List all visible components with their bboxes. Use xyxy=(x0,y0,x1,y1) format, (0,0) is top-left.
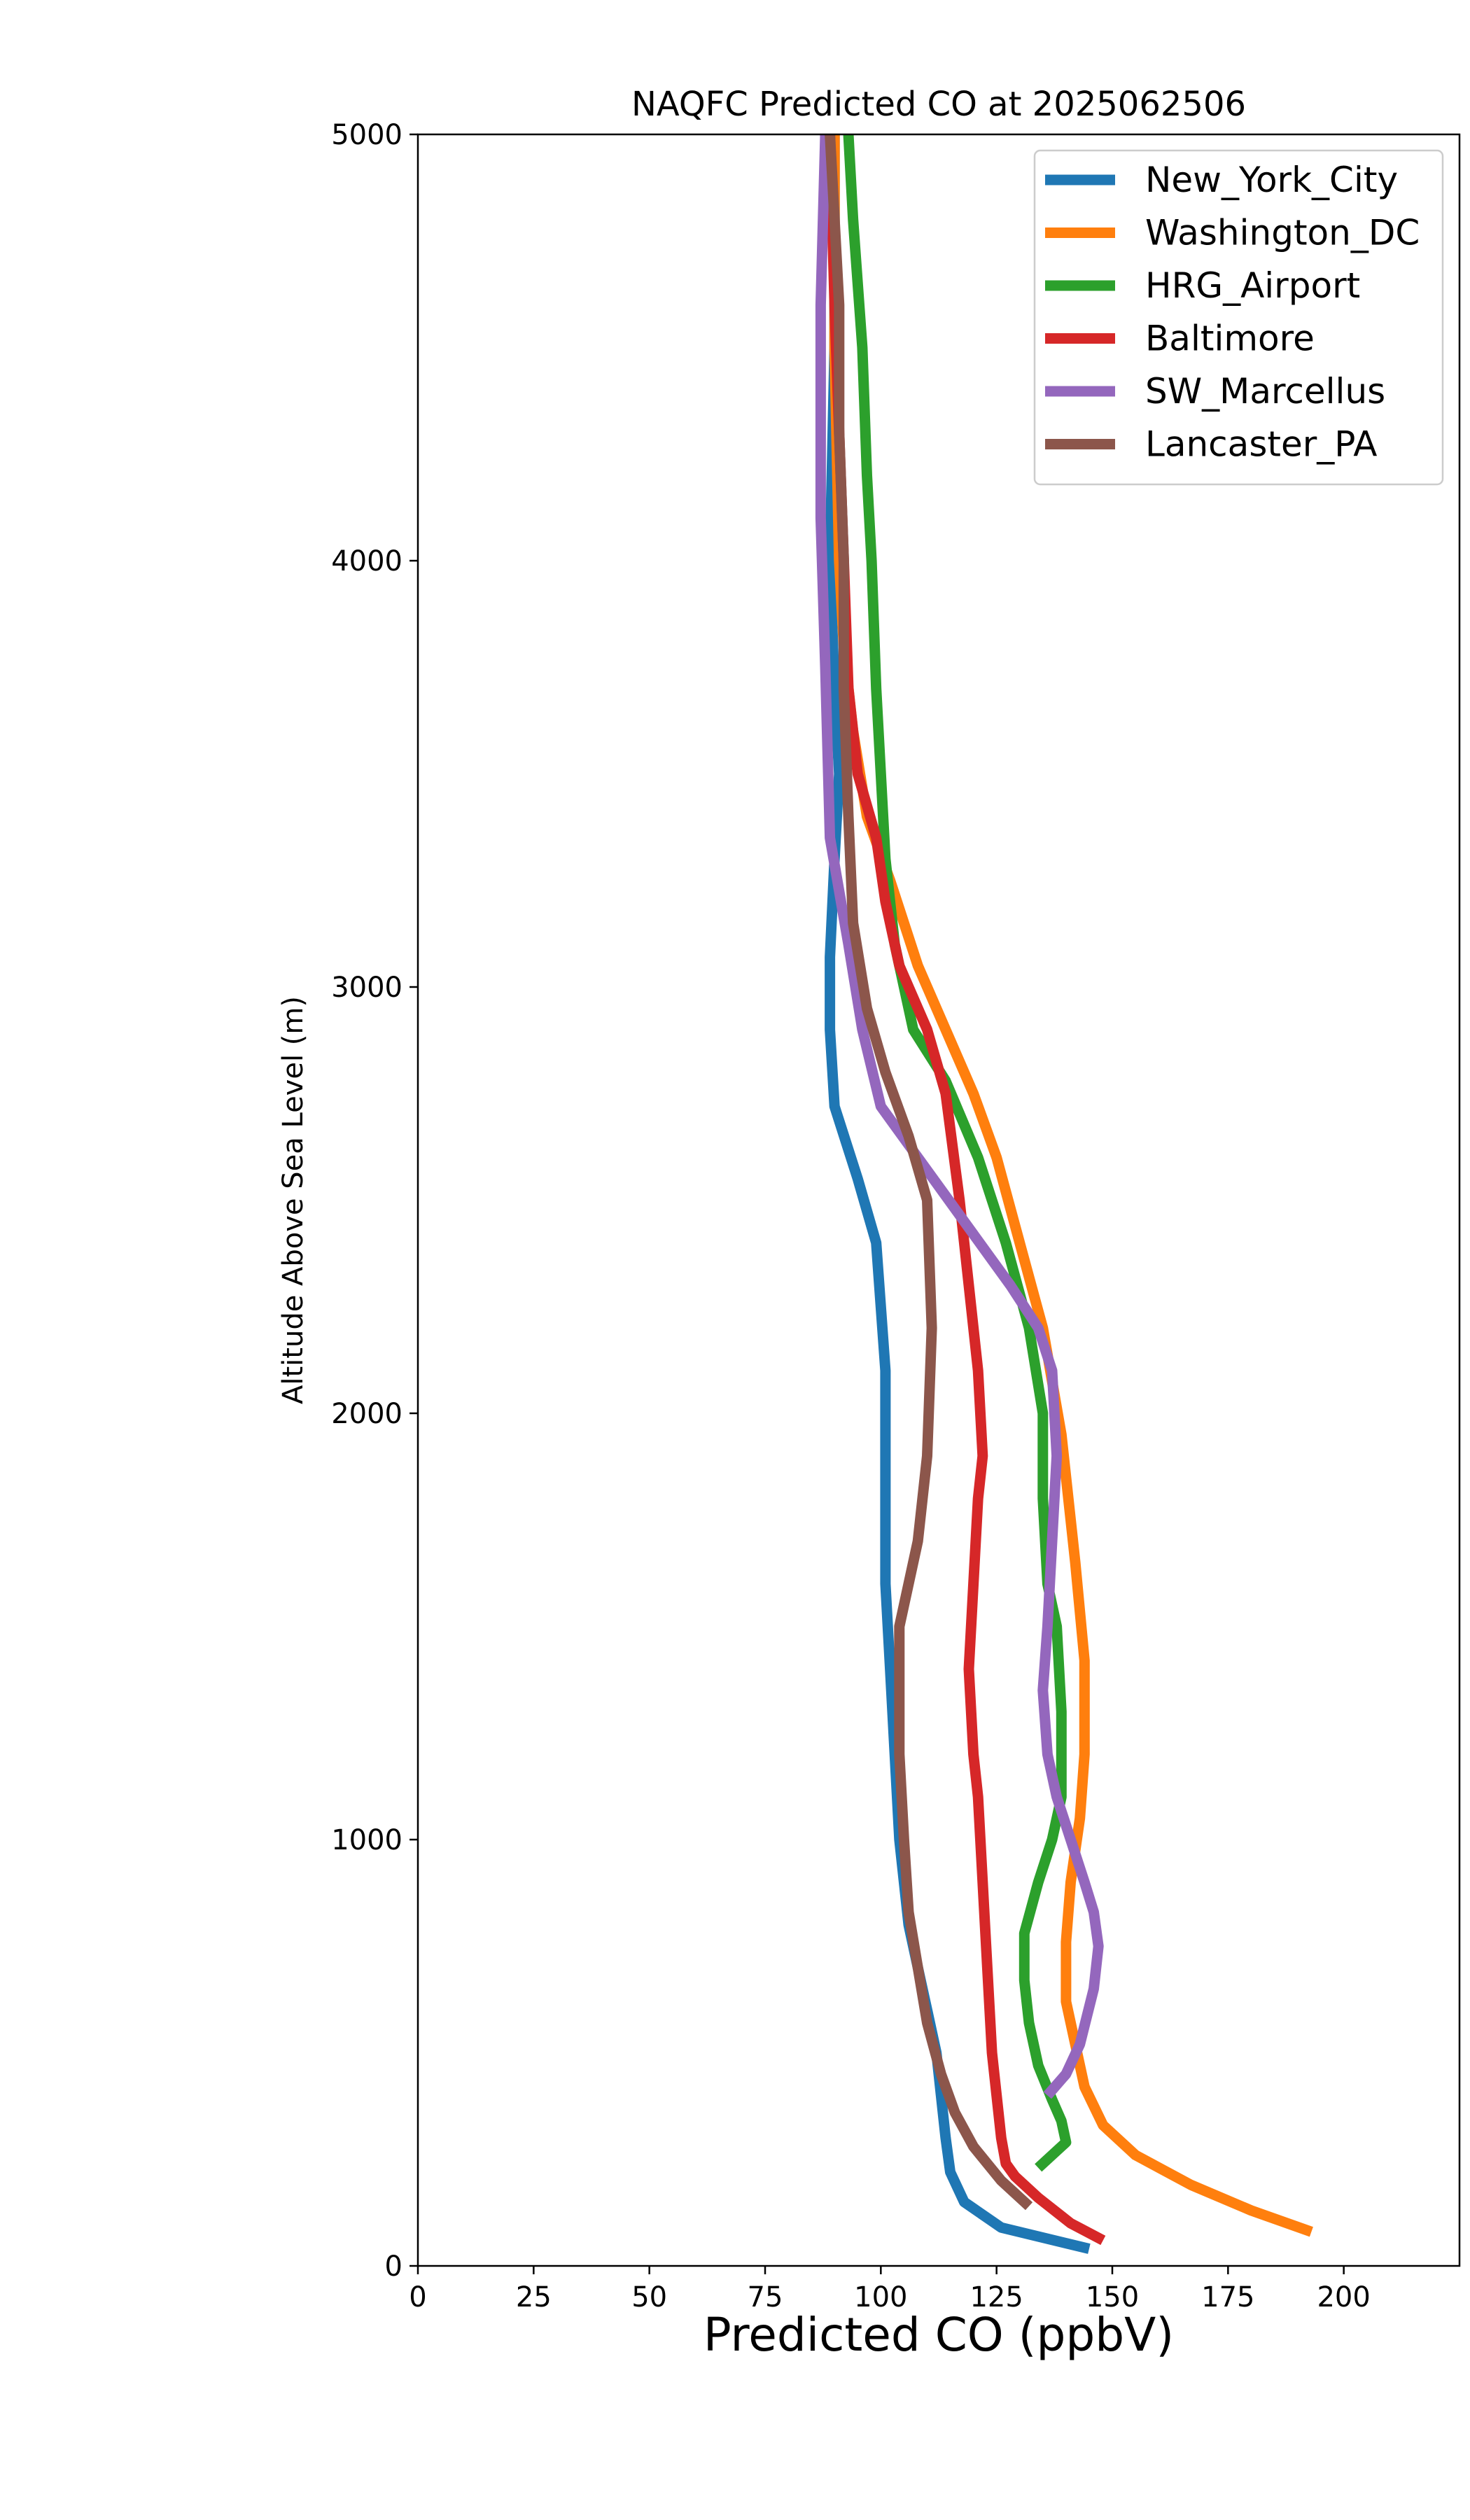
series-lines xyxy=(815,134,1313,2254)
x-tick-label: 175 xyxy=(1201,2281,1254,2314)
series-line-sw-marcellus xyxy=(815,134,1104,2099)
legend-label: Washington_DC xyxy=(1145,213,1420,253)
y-tick-label: 2000 xyxy=(331,1398,402,1430)
y-tick-label: 3000 xyxy=(331,972,402,1004)
series-line-hrg-airport xyxy=(843,134,1072,2172)
y-tick-label: 0 xyxy=(385,2250,402,2283)
x-tick-label: 25 xyxy=(516,2281,552,2314)
legend-label: SW_Marcellus xyxy=(1145,371,1385,412)
y-tick-label: 4000 xyxy=(331,545,402,578)
x-tick-label: 0 xyxy=(409,2281,426,2314)
chart-title: NAQFC Predicted CO at 2025062506 xyxy=(631,85,1246,124)
x-tick-label: 100 xyxy=(854,2281,907,2314)
x-axis-label: Predicted CO (ppbV) xyxy=(704,2308,1174,2362)
legend-label: Baltimore xyxy=(1145,318,1315,359)
x-tick-label: 125 xyxy=(969,2281,1023,2314)
legend-label: New_York_City xyxy=(1145,160,1398,200)
y-tick-label: 5000 xyxy=(331,119,402,151)
legend-label: HRG_Airport xyxy=(1145,265,1360,306)
x-tick-label: 75 xyxy=(748,2281,783,2314)
series-line-lancaster-pa xyxy=(825,134,1033,2211)
y-axis-label: Altitude Above Sea Level (m) xyxy=(277,996,309,1404)
x-tick-label: 50 xyxy=(631,2281,667,2314)
y-axis: 0 1000 2000 3000 4000 5000 xyxy=(331,119,418,2283)
y-tick-label: 1000 xyxy=(331,1824,402,1856)
x-tick-label: 200 xyxy=(1317,2281,1370,2314)
legend: New_York_City Washington_DC HRG_Airport Bal… xyxy=(1033,149,1444,486)
series-line-new-york-city xyxy=(825,134,1091,2254)
plot-frame xyxy=(416,133,1461,2267)
x-axis: 0 25 50 75 100 125 150 175 200 xyxy=(409,2266,1371,2314)
legend-label: Lancaster_PA xyxy=(1145,424,1377,465)
series-line-baltimore xyxy=(825,134,1106,2246)
x-tick-label: 150 xyxy=(1086,2281,1139,2314)
legend-box xyxy=(1033,149,1444,486)
